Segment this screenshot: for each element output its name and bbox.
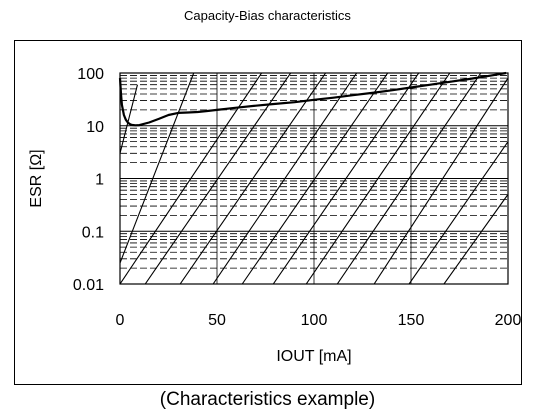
figure-caption: (Characteristics example)	[159, 389, 376, 410]
x-axis-label: IOUT [mA]	[276, 348, 351, 365]
hatch-line	[179, 73, 327, 284]
x-tick-label: 100	[301, 312, 328, 329]
y-axis-label: ESR [Ω]	[28, 149, 45, 207]
hatch-line	[212, 73, 358, 284]
x-tick-label: 200	[495, 312, 522, 329]
hatch-line	[272, 73, 420, 284]
chart-title: Capacity-Bias characteristics	[184, 8, 351, 23]
x-tick-label: 0	[116, 312, 125, 329]
y-tick-label: 0.1	[82, 224, 104, 241]
y-tick-label: 0.01	[73, 277, 104, 294]
esr-boundary-line	[118, 71, 507, 127]
hatch-line	[408, 141, 508, 284]
hatch-line	[305, 73, 451, 284]
axes	[119, 72, 509, 285]
plot-border	[119, 72, 509, 285]
hatch-line	[120, 84, 138, 154]
hatch-line	[144, 73, 292, 284]
x-tick-label: 50	[208, 312, 226, 329]
tick-labels: 0 50 100 150 200 0.01 0.1 1 10 100	[73, 66, 522, 329]
hatch-line	[120, 73, 195, 264]
hatch-line	[336, 73, 482, 284]
y-tick-label: 1	[95, 172, 104, 189]
hatch-line	[241, 73, 389, 284]
y-tick-label: 100	[77, 66, 104, 83]
x-tick-label: 150	[398, 312, 425, 329]
chart-grid	[120, 72, 508, 285]
hatch-line	[443, 194, 508, 284]
hatch-line	[373, 77, 508, 284]
series-layer	[118, 71, 507, 127]
chart-frame	[14, 40, 522, 385]
y-tick-label: 10	[86, 119, 104, 136]
